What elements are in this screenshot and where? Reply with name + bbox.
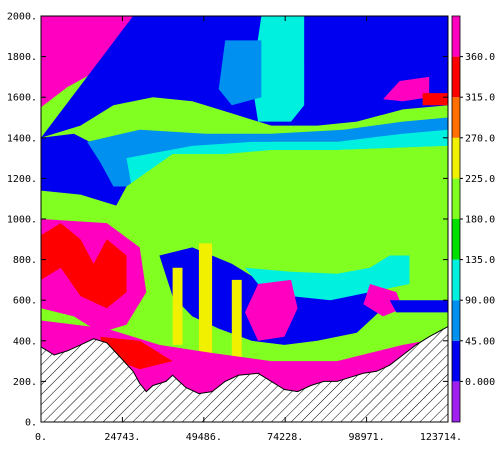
colorbar-swatch	[452, 259, 460, 301]
y-tick-label: 2000.	[7, 12, 37, 23]
colorbar: 0.000 45.00 90.00 135.0 180.0 225.0 270.0 315.0…	[451, 15, 495, 423]
contour-region-upper-cyan-streak	[251, 16, 305, 122]
plot-frame	[40, 15, 449, 423]
y-tick-label: 1400.	[7, 133, 37, 144]
colorbar-label: 225.0	[465, 174, 495, 185]
colorbar-label: 45.00	[465, 336, 495, 347]
contour-region-upper-light-blue	[218, 40, 262, 106]
contour-region-center-red-lower	[245, 279, 298, 341]
contour-region-right-red-lower	[363, 284, 403, 317]
colorbar-swatch	[452, 97, 460, 138]
y-axis: 0. 200. 400. 600. 800. 1000. 1200. 1400. 1600. 18…	[7, 12, 448, 429]
colorbar-label: 90.00	[465, 296, 495, 307]
contour-region-yellow-column-1	[198, 243, 213, 362]
colorbar-swatch	[452, 219, 460, 260]
colorbar-swatch	[452, 340, 460, 382]
x-tick-label: 0.	[35, 432, 47, 443]
contour-region-upper-left-red	[41, 16, 140, 108]
colorbar-swatch	[452, 16, 460, 57]
y-tick-label: 600.	[13, 296, 37, 307]
contour-region-upper-right-red	[383, 76, 430, 102]
x-tick-label: 49486.	[186, 432, 222, 443]
contour-region-right-blue-lower	[389, 300, 448, 313]
contour-region-yellow-column-3	[231, 279, 242, 366]
y-tick-label: 1600.	[7, 93, 37, 104]
x-tick-label: 123714.	[420, 432, 462, 443]
colorbar-swatch	[452, 300, 460, 341]
terrain-hatched	[41, 326, 448, 422]
contour-region-yellow-column-2	[172, 267, 183, 345]
contour-region-mid-cyan-band	[126, 129, 448, 195]
contour-region-left-orange-lower	[41, 223, 127, 309]
y-tick-label: 1000.	[7, 215, 37, 226]
colorbar-swatch	[452, 381, 460, 422]
colorbar-label: 315.0	[465, 93, 495, 104]
x-tick-label: 74228.	[267, 432, 303, 443]
x-tick-label: 24743.	[104, 432, 140, 443]
contour-region-upper-right-orange	[422, 93, 448, 106]
y-tick-label: 1800.	[7, 52, 37, 63]
colorbar-label: 135.0	[465, 255, 495, 266]
contour-region-left-blue-upper	[41, 133, 134, 207]
y-tick-label: 400.	[13, 336, 37, 347]
colorbar-swatch	[452, 178, 460, 219]
colorbar-swatch	[452, 56, 460, 98]
colorbar-label: 270.0	[465, 133, 495, 144]
y-tick-label: 0.	[25, 418, 37, 429]
plot-area	[41, 16, 448, 422]
colorbar-label: 360.0	[465, 52, 495, 63]
contour-region-central-light-green	[179, 156, 448, 250]
colorbar-label: 0.000	[465, 377, 495, 388]
y-tick-label: 800.	[13, 255, 37, 266]
y-tick-label: 1200.	[7, 174, 37, 185]
x-axis: 0. 24743. 49486. 74228. 98971. 123714.	[35, 16, 462, 443]
colorbar-swatch	[452, 137, 460, 179]
x-tick-label: 98971.	[349, 432, 385, 443]
y-tick-label: 200.	[13, 377, 37, 388]
colorbar-label: 180.0	[465, 215, 495, 226]
